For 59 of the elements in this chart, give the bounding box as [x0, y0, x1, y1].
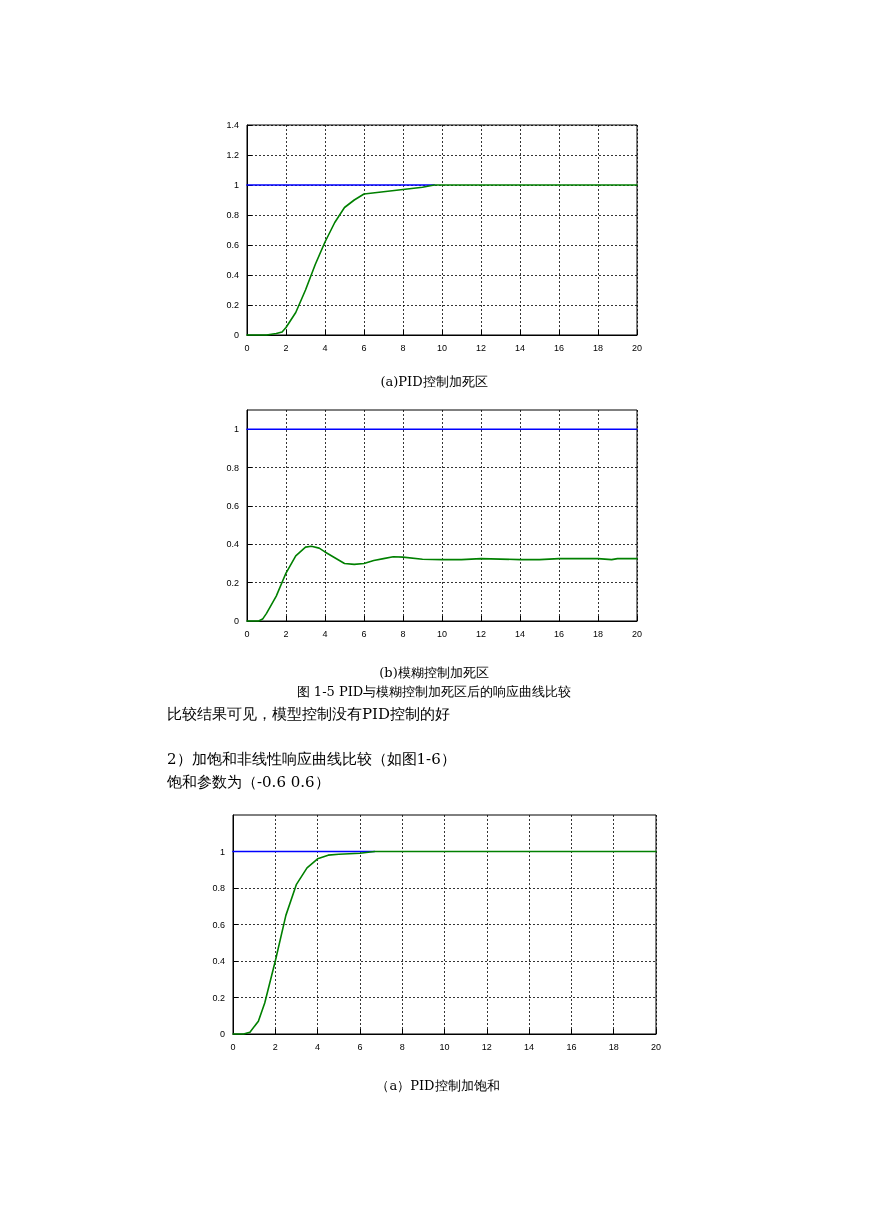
y-tick-label: 0.6 [212, 919, 225, 930]
caption: 图 1-5 PID与模糊控制加死区后的响应曲线比较 [296, 683, 572, 701]
y-tick-label: 0.6 [226, 500, 239, 511]
x-tick-label: 0 [244, 628, 250, 639]
y-tick-label: 1 [219, 846, 225, 857]
text: （a）PID控制加饱和 [376, 1077, 500, 1095]
x-tick-label: 10 [436, 342, 448, 353]
text: 2）加饱和非线性响应曲线比较（如图1-6） [167, 750, 456, 769]
x-tick-label: 6 [361, 342, 367, 353]
x-tick-label: 12 [481, 1041, 492, 1052]
x-tick-label: 16 [553, 342, 565, 353]
x-tick-label: 20 [631, 628, 643, 639]
x-tick-label: 16 [566, 1041, 577, 1052]
x-tick-label: 6 [361, 628, 367, 639]
x-tick-label: 14 [524, 1041, 535, 1052]
x-tick-label: 20 [631, 342, 643, 353]
x-tick-label: 14 [514, 628, 526, 639]
y-tick-label: 0 [233, 330, 239, 340]
x-tick-label: 4 [315, 1041, 321, 1052]
text: (b)模糊控制加死区 [379, 664, 489, 682]
x-tick-label: 2 [272, 1041, 278, 1052]
text: 饱和参数为（-0.6 0.6） [167, 773, 330, 792]
x-tick-label: 6 [357, 1041, 363, 1052]
x-tick-label: 10 [436, 628, 448, 639]
y-tick-label: 0.4 [226, 270, 239, 280]
x-tick-label: 12 [475, 628, 487, 639]
y-tick-label: 1.2 [226, 150, 239, 160]
x-tick-label: 20 [650, 1041, 662, 1052]
x-tick-label: 18 [608, 1041, 619, 1052]
y-tick-label: 0.4 [212, 956, 225, 966]
x-tick-label: 2 [283, 342, 289, 353]
x-tick-label: 18 [592, 342, 604, 353]
x-tick-label: 8 [400, 628, 406, 639]
y-tick-label: 0.8 [226, 462, 239, 473]
y-tick-label: 1 [233, 424, 239, 435]
x-tick-label: 16 [553, 628, 565, 639]
text: 比较结果可见，模型控制没有PID控制的好 [167, 705, 451, 724]
y-tick-label: 0 [233, 616, 239, 626]
x-tick-label: 2 [283, 628, 289, 639]
text: (a)PID控制加死区 [380, 373, 488, 391]
x-tick-label: 4 [322, 342, 328, 353]
x-tick-label: 8 [400, 342, 406, 353]
y-tick-label: 0.8 [212, 883, 225, 893]
y-tick-label: 0.6 [226, 240, 239, 250]
y-tick-label: 1 [233, 180, 239, 190]
y-tick-label: 0.2 [226, 300, 239, 310]
x-tick-label: 4 [322, 628, 328, 639]
y-tick-label: 0.2 [226, 577, 239, 588]
x-tick-label: 10 [439, 1041, 450, 1052]
y-tick-label: 0.4 [226, 539, 239, 550]
x-tick-label: 14 [514, 342, 526, 353]
x-tick-label: 8 [399, 1041, 405, 1052]
x-tick-label: 12 [475, 342, 487, 353]
y-tick-label: 0.2 [212, 992, 225, 1003]
x-tick-label: 18 [592, 628, 604, 639]
y-tick-label: 0.8 [226, 210, 239, 220]
y-tick-label: 0 [219, 1029, 225, 1039]
x-tick-label: 0 [244, 342, 250, 353]
y-tick-label: 1.4 [226, 120, 239, 130]
